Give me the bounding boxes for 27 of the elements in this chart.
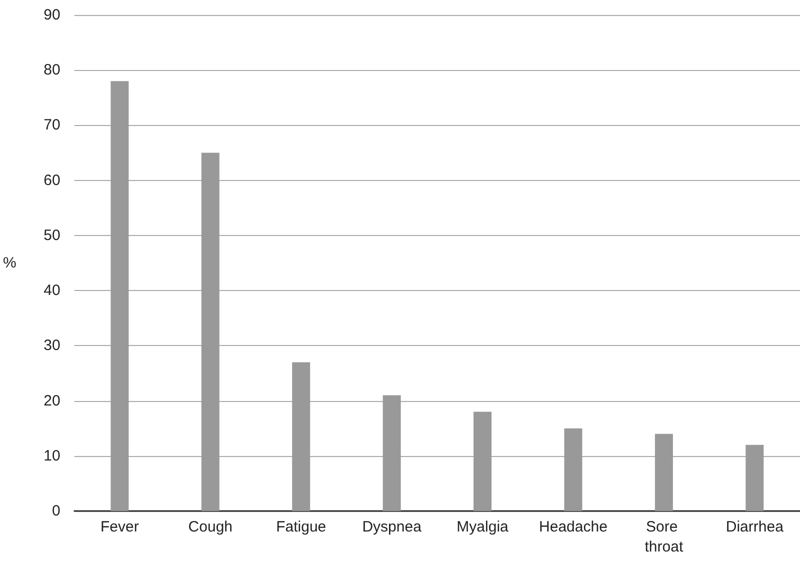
y-axis-title: % bbox=[2, 254, 16, 272]
y-tick-label: 80 bbox=[44, 62, 60, 79]
y-tick-label: 60 bbox=[44, 172, 60, 189]
x-tick-label: Sore throat bbox=[644, 518, 684, 556]
y-tick-label: 40 bbox=[44, 282, 60, 300]
bar bbox=[474, 412, 492, 511]
x-tick-label: Diarrhea bbox=[726, 518, 784, 536]
y-tick-label: 0 bbox=[52, 502, 60, 520]
bar bbox=[382, 395, 401, 511]
y-tick-label: 50 bbox=[44, 226, 60, 244]
y-tick-label: 70 bbox=[44, 116, 60, 134]
x-tick-label: Myalgia bbox=[456, 518, 510, 536]
bar bbox=[746, 444, 764, 511]
y-tick-label: 10 bbox=[44, 447, 60, 464]
x-tick-label: Dyspnea bbox=[362, 518, 422, 536]
bar bbox=[654, 434, 673, 511]
y-tick-label: 90 bbox=[44, 6, 60, 24]
x-tick-label: Cough bbox=[188, 518, 232, 536]
bar bbox=[564, 428, 582, 511]
x-tick-label: Headache bbox=[539, 518, 608, 536]
bar bbox=[201, 152, 220, 511]
bar bbox=[110, 81, 129, 511]
x-tick-label: Fever bbox=[100, 518, 139, 536]
bar bbox=[292, 362, 310, 511]
y-tick-label: 30 bbox=[44, 337, 60, 354]
x-tick-label: Fatigue bbox=[276, 518, 326, 536]
y-tick-label: 20 bbox=[44, 392, 60, 410]
